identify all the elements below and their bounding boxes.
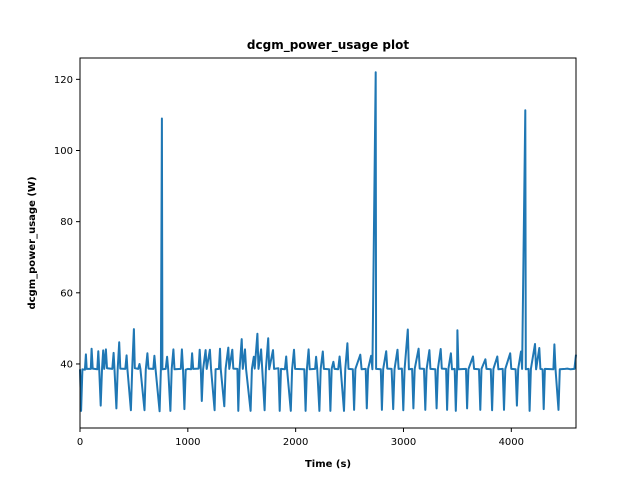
plot-frame: [79, 57, 577, 429]
x-tick-label: 0: [77, 437, 83, 448]
series-line: [79, 71, 577, 413]
y-tick-label: 100: [54, 146, 73, 157]
x-tick-label: 3000: [391, 437, 416, 448]
x-tick-label: 2000: [283, 437, 308, 448]
y-tick-label: 120: [54, 75, 73, 86]
x-axis-label: Time (s): [305, 459, 351, 470]
y-tick-label: 80: [60, 217, 73, 228]
y-axis: 40 60 80 100 120: [54, 75, 80, 370]
x-axis: 0 1000 2000 3000 4000: [77, 428, 524, 448]
x-tick-label: 1000: [175, 437, 200, 448]
y-axis-label: dcgm_power_usage (W): [27, 176, 38, 309]
x-tick-label: 4000: [499, 437, 524, 448]
y-tick-label: 40: [60, 359, 73, 370]
chart-title: dcgm_power_usage plot: [247, 38, 409, 53]
y-tick-label: 60: [60, 288, 73, 299]
